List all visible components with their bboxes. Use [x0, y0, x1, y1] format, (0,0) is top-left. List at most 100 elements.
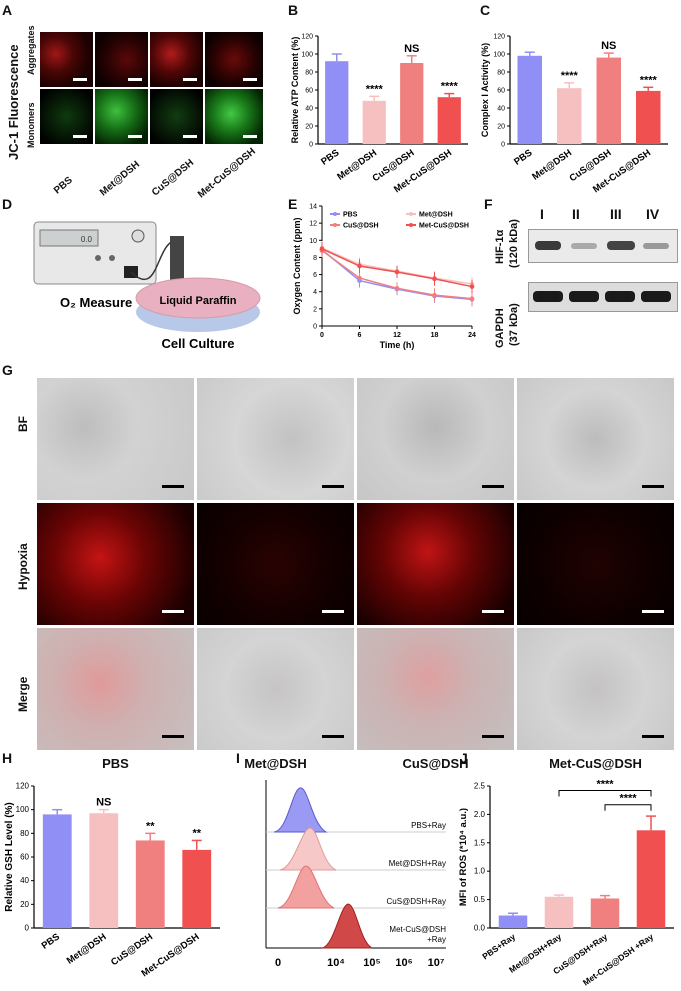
y-tick-label: 2 — [313, 306, 317, 313]
y-tick-label: 2.5 — [474, 782, 486, 791]
y-tick-label: 0 — [309, 142, 313, 149]
panel-a-group-cus: CuS@DSH — [150, 157, 197, 199]
data-point — [394, 269, 400, 275]
hypoxia-pbs — [37, 503, 194, 625]
y-tick-label: 40 — [305, 106, 313, 113]
lane-label-3: III — [610, 206, 622, 222]
y-tick-label: 100 — [493, 52, 505, 59]
bar-0 — [325, 61, 349, 145]
bar-0 — [42, 814, 72, 928]
y-tick-label: 0 — [313, 324, 317, 331]
significance-bracket-1: **** — [596, 779, 614, 791]
panel-letter-h: H — [2, 750, 13, 766]
hist-met — [279, 827, 337, 871]
y-axis-label: Relative GSH Level (%) — [4, 802, 15, 911]
y-tick-label: 6 — [313, 272, 317, 279]
panel-letter-i: I — [236, 750, 240, 766]
panel-a-aggregates-label: Aggregates — [26, 25, 36, 75]
y-tick-label: 120 — [493, 34, 505, 41]
y-tick-label: 60 — [497, 88, 505, 95]
hist-label-cus: CuS@DSH+Ray — [387, 897, 446, 906]
y-axis-label: MFI of ROS (*10⁴ a.u.) — [458, 808, 469, 906]
panel-d-diagram: 0.0 Liquid Paraffin O₂ Measure Cell Cult… — [33, 221, 261, 350]
y-tick-label: 120 — [16, 782, 30, 791]
bar-1 — [362, 100, 386, 144]
legend-label-1: Met@DSH — [419, 212, 453, 219]
bar-0 — [517, 55, 542, 144]
jc1-aggregates-metcus — [205, 32, 263, 87]
bar-2 — [596, 57, 621, 144]
merge-metcus — [517, 628, 674, 750]
y-tick-label: 40 — [20, 876, 29, 885]
merge-met — [197, 628, 354, 750]
y-tick-label: 80 — [497, 70, 505, 77]
panel-i-histogram: PBS+Ray Met@DSH+Ray CuS@DSH+Ray Met-CuS@… — [265, 780, 446, 969]
x-tick-label: 6 — [358, 332, 362, 339]
hist-xtick-4: 10⁷ — [428, 957, 445, 969]
col-label-metcus: Met-CuS@DSH — [549, 756, 642, 771]
hist-metcus — [321, 903, 373, 949]
data-point — [319, 246, 325, 252]
row-label-hypoxia: Hypoxia — [16, 543, 30, 590]
jc1-monomers-pbs — [40, 89, 93, 144]
legend-marker-3 — [409, 223, 413, 227]
y-axis-label: Complex I Activity (%) — [480, 43, 490, 137]
significance-3: **** — [640, 74, 658, 86]
hypoxia-met — [197, 503, 354, 625]
category-label-0: PBS+Ray — [480, 931, 517, 961]
legend-marker-0 — [333, 212, 337, 216]
gapdh-kda: (37 kDa) — [508, 303, 520, 346]
data-point — [394, 285, 400, 291]
lane-label-4: IV — [646, 206, 660, 222]
col-label-pbs: PBS — [102, 756, 129, 771]
panel-letter-a: A — [2, 2, 13, 18]
significance-bracket-2: **** — [619, 793, 637, 805]
bf-metcus — [517, 378, 674, 500]
category-label-2: CuS@DSH — [109, 931, 155, 968]
y-tick-label: 80 — [305, 70, 313, 77]
jc1-aggregates-met — [95, 32, 148, 87]
bar-1 — [89, 813, 119, 928]
x-axis-label: Time (h) — [380, 340, 415, 350]
paraffin-label: Liquid Paraffin — [160, 295, 237, 307]
category-label-0: PBS — [319, 147, 341, 167]
row-label-bf: BF — [16, 416, 30, 432]
lane-label-2: II — [572, 206, 580, 222]
jc1-monomers-metcus — [205, 89, 263, 144]
hist-label-ray: +Ray — [427, 935, 446, 944]
y-tick-label: 120 — [301, 34, 313, 41]
y-tick-label: 8 — [313, 255, 317, 262]
bar-2 — [590, 898, 620, 928]
panel-letter-b: B — [288, 2, 299, 18]
chart-j-ros: 0.0 0.5 1.0 1.5 2.0 2.5 MFI of ROS (*10⁴ a.u.)… — [458, 779, 674, 988]
gapdh-label: GAPDH — [494, 308, 506, 348]
bar-3 — [636, 830, 666, 928]
panel-a-group-metcus: Met-CuS@DSH — [196, 146, 258, 201]
legend-marker-1 — [409, 212, 413, 216]
meter-button-icon — [95, 255, 101, 261]
panel-a-ylabel: JC-1 Fluorescence — [6, 44, 21, 160]
x-tick-label: 24 — [468, 332, 476, 339]
panel-letter-j: J — [460, 750, 468, 766]
hypoxia-cus — [357, 503, 514, 625]
panel-letter-f: F — [484, 196, 493, 212]
bf-pbs — [37, 378, 194, 500]
y-tick-label: 14 — [309, 204, 317, 211]
bar-1 — [544, 896, 574, 928]
hist-pbs — [273, 787, 328, 833]
y-tick-label: 0 — [25, 924, 30, 933]
o2-meter-screen — [39, 229, 99, 247]
y-axis-label: Oxygen Content (ppm) — [292, 218, 302, 315]
hist-label-met: Met@DSH+Ray — [389, 859, 446, 868]
significance-1: NS — [96, 797, 111, 809]
hist-label-metcus: Met-CuS@DSH — [389, 925, 446, 934]
x-tick-label: 0 — [320, 332, 324, 339]
y-tick-label: 80 — [20, 829, 29, 838]
x-tick-label: 12 — [393, 332, 401, 339]
y-tick-label: 20 — [305, 124, 313, 131]
data-point — [469, 296, 475, 301]
hif-blot — [528, 229, 678, 263]
hist-cus — [277, 865, 335, 909]
hist-xtick-0: 0 — [275, 957, 281, 969]
